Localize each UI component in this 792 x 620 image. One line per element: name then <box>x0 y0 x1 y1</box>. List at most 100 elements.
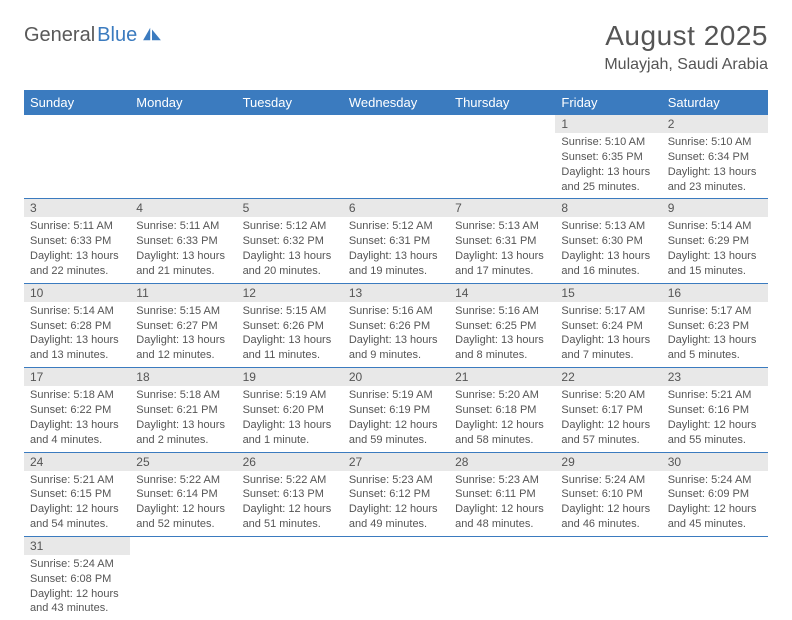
day-number: 8 <box>555 199 661 217</box>
calendar-cell: 14Sunrise: 5:16 AMSunset: 6:25 PMDayligh… <box>449 283 555 367</box>
weekday-header: Sunday <box>24 90 130 115</box>
calendar-cell: 2Sunrise: 5:10 AMSunset: 6:34 PMDaylight… <box>662 115 768 199</box>
day-data: Sunrise: 5:23 AMSunset: 6:12 PMDaylight:… <box>343 471 449 536</box>
calendar-cell: 7Sunrise: 5:13 AMSunset: 6:31 PMDaylight… <box>449 199 555 283</box>
calendar-cell: 20Sunrise: 5:19 AMSunset: 6:19 PMDayligh… <box>343 368 449 452</box>
day-number: 21 <box>449 368 555 386</box>
calendar-cell: 16Sunrise: 5:17 AMSunset: 6:23 PMDayligh… <box>662 283 768 367</box>
calendar-cell-empty <box>237 536 343 620</box>
calendar-row: 1Sunrise: 5:10 AMSunset: 6:35 PMDaylight… <box>24 115 768 199</box>
day-data: Sunrise: 5:15 AMSunset: 6:27 PMDaylight:… <box>130 302 236 367</box>
day-number: 23 <box>662 368 768 386</box>
day-data: Sunrise: 5:18 AMSunset: 6:21 PMDaylight:… <box>130 386 236 451</box>
day-data: Sunrise: 5:10 AMSunset: 6:35 PMDaylight:… <box>555 133 661 198</box>
day-number: 1 <box>555 115 661 133</box>
day-data: Sunrise: 5:10 AMSunset: 6:34 PMDaylight:… <box>662 133 768 198</box>
day-number: 14 <box>449 284 555 302</box>
calendar-cell: 27Sunrise: 5:23 AMSunset: 6:12 PMDayligh… <box>343 452 449 536</box>
calendar-cell: 9Sunrise: 5:14 AMSunset: 6:29 PMDaylight… <box>662 199 768 283</box>
day-data: Sunrise: 5:15 AMSunset: 6:26 PMDaylight:… <box>237 302 343 367</box>
day-number: 11 <box>130 284 236 302</box>
calendar-cell-empty <box>130 115 236 199</box>
calendar-cell-empty <box>449 536 555 620</box>
calendar-cell: 10Sunrise: 5:14 AMSunset: 6:28 PMDayligh… <box>24 283 130 367</box>
day-data: Sunrise: 5:17 AMSunset: 6:23 PMDaylight:… <box>662 302 768 367</box>
day-number: 19 <box>237 368 343 386</box>
sail-icon <box>141 26 163 42</box>
calendar-header-row: SundayMondayTuesdayWednesdayThursdayFrid… <box>24 90 768 115</box>
calendar-cell: 18Sunrise: 5:18 AMSunset: 6:21 PMDayligh… <box>130 368 236 452</box>
calendar-cell-empty <box>343 536 449 620</box>
day-data: Sunrise: 5:24 AMSunset: 6:09 PMDaylight:… <box>662 471 768 536</box>
calendar-cell-empty <box>662 536 768 620</box>
calendar-cell: 28Sunrise: 5:23 AMSunset: 6:11 PMDayligh… <box>449 452 555 536</box>
calendar-cell: 22Sunrise: 5:20 AMSunset: 6:17 PMDayligh… <box>555 368 661 452</box>
logo: General Blue <box>24 24 163 47</box>
day-number: 6 <box>343 199 449 217</box>
day-number: 12 <box>237 284 343 302</box>
day-number: 29 <box>555 453 661 471</box>
day-number: 24 <box>24 453 130 471</box>
day-data: Sunrise: 5:22 AMSunset: 6:14 PMDaylight:… <box>130 471 236 536</box>
day-data: Sunrise: 5:24 AMSunset: 6:10 PMDaylight:… <box>555 471 661 536</box>
day-number: 7 <box>449 199 555 217</box>
calendar-cell: 24Sunrise: 5:21 AMSunset: 6:15 PMDayligh… <box>24 452 130 536</box>
day-data: Sunrise: 5:14 AMSunset: 6:29 PMDaylight:… <box>662 217 768 282</box>
calendar-cell: 11Sunrise: 5:15 AMSunset: 6:27 PMDayligh… <box>130 283 236 367</box>
calendar-row: 24Sunrise: 5:21 AMSunset: 6:15 PMDayligh… <box>24 452 768 536</box>
day-number: 20 <box>343 368 449 386</box>
weekday-header: Saturday <box>662 90 768 115</box>
calendar-row: 3Sunrise: 5:11 AMSunset: 6:33 PMDaylight… <box>24 199 768 283</box>
day-data: Sunrise: 5:12 AMSunset: 6:31 PMDaylight:… <box>343 217 449 282</box>
calendar-cell: 13Sunrise: 5:16 AMSunset: 6:26 PMDayligh… <box>343 283 449 367</box>
calendar-cell: 26Sunrise: 5:22 AMSunset: 6:13 PMDayligh… <box>237 452 343 536</box>
calendar-cell-empty <box>130 536 236 620</box>
day-data: Sunrise: 5:19 AMSunset: 6:19 PMDaylight:… <box>343 386 449 451</box>
day-data: Sunrise: 5:21 AMSunset: 6:15 PMDaylight:… <box>24 471 130 536</box>
calendar-cell: 1Sunrise: 5:10 AMSunset: 6:35 PMDaylight… <box>555 115 661 199</box>
calendar-table: SundayMondayTuesdayWednesdayThursdayFrid… <box>24 90 768 620</box>
header: General Blue August 2025 Mulayjah, Saudi… <box>24 20 768 74</box>
calendar-cell: 6Sunrise: 5:12 AMSunset: 6:31 PMDaylight… <box>343 199 449 283</box>
calendar-cell: 21Sunrise: 5:20 AMSunset: 6:18 PMDayligh… <box>449 368 555 452</box>
weekday-header: Tuesday <box>237 90 343 115</box>
day-data: Sunrise: 5:23 AMSunset: 6:11 PMDaylight:… <box>449 471 555 536</box>
weekday-header: Monday <box>130 90 236 115</box>
location: Mulayjah, Saudi Arabia <box>604 56 768 74</box>
day-number: 17 <box>24 368 130 386</box>
day-data: Sunrise: 5:21 AMSunset: 6:16 PMDaylight:… <box>662 386 768 451</box>
calendar-row: 17Sunrise: 5:18 AMSunset: 6:22 PMDayligh… <box>24 368 768 452</box>
day-number: 30 <box>662 453 768 471</box>
day-number: 3 <box>24 199 130 217</box>
calendar-cell-empty <box>449 115 555 199</box>
calendar-cell-empty <box>343 115 449 199</box>
day-number: 28 <box>449 453 555 471</box>
day-data: Sunrise: 5:13 AMSunset: 6:31 PMDaylight:… <box>449 217 555 282</box>
calendar-cell: 8Sunrise: 5:13 AMSunset: 6:30 PMDaylight… <box>555 199 661 283</box>
weekday-header: Friday <box>555 90 661 115</box>
day-data: Sunrise: 5:17 AMSunset: 6:24 PMDaylight:… <box>555 302 661 367</box>
calendar-cell: 17Sunrise: 5:18 AMSunset: 6:22 PMDayligh… <box>24 368 130 452</box>
day-data: Sunrise: 5:19 AMSunset: 6:20 PMDaylight:… <box>237 386 343 451</box>
day-data: Sunrise: 5:13 AMSunset: 6:30 PMDaylight:… <box>555 217 661 282</box>
day-number: 5 <box>237 199 343 217</box>
logo-text-blue: Blue <box>97 24 137 47</box>
day-number: 10 <box>24 284 130 302</box>
day-number: 15 <box>555 284 661 302</box>
calendar-cell: 23Sunrise: 5:21 AMSunset: 6:16 PMDayligh… <box>662 368 768 452</box>
day-number: 4 <box>130 199 236 217</box>
day-number: 31 <box>24 537 130 555</box>
day-number: 9 <box>662 199 768 217</box>
logo-text-general: General <box>24 24 95 47</box>
day-data: Sunrise: 5:16 AMSunset: 6:25 PMDaylight:… <box>449 302 555 367</box>
calendar-cell: 25Sunrise: 5:22 AMSunset: 6:14 PMDayligh… <box>130 452 236 536</box>
day-data: Sunrise: 5:18 AMSunset: 6:22 PMDaylight:… <box>24 386 130 451</box>
calendar-cell: 5Sunrise: 5:12 AMSunset: 6:32 PMDaylight… <box>237 199 343 283</box>
day-data: Sunrise: 5:11 AMSunset: 6:33 PMDaylight:… <box>24 217 130 282</box>
calendar-cell: 3Sunrise: 5:11 AMSunset: 6:33 PMDaylight… <box>24 199 130 283</box>
day-number: 27 <box>343 453 449 471</box>
calendar-cell: 31Sunrise: 5:24 AMSunset: 6:08 PMDayligh… <box>24 536 130 620</box>
calendar-cell-empty <box>24 115 130 199</box>
calendar-cell-empty <box>555 536 661 620</box>
day-number: 26 <box>237 453 343 471</box>
